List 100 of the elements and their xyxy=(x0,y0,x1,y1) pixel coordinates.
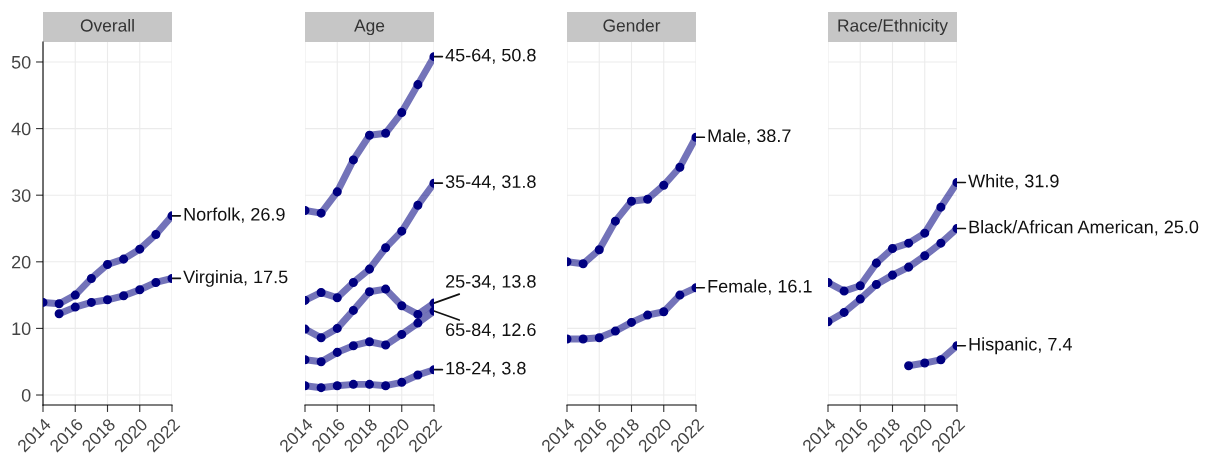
point xyxy=(610,216,620,226)
point xyxy=(904,238,914,248)
text: Female, 16.1 xyxy=(708,279,812,295)
point xyxy=(348,379,358,389)
point xyxy=(332,381,342,391)
point xyxy=(364,264,375,274)
point xyxy=(920,228,930,238)
point xyxy=(594,333,604,343)
point xyxy=(364,379,375,389)
point xyxy=(70,290,80,300)
point xyxy=(871,258,881,268)
point xyxy=(659,180,669,190)
point xyxy=(626,317,637,327)
point xyxy=(381,340,391,350)
point xyxy=(348,341,358,351)
point xyxy=(397,108,407,118)
point xyxy=(86,297,96,307)
point xyxy=(855,281,865,291)
point xyxy=(936,202,946,212)
text: 35-44, 31.8 xyxy=(445,175,536,191)
point xyxy=(316,208,326,218)
point xyxy=(86,273,96,283)
point xyxy=(643,310,653,320)
text: Virginia, 17.5 xyxy=(183,270,288,287)
point xyxy=(594,245,604,255)
point xyxy=(413,309,423,319)
point xyxy=(316,357,326,367)
point xyxy=(316,287,326,297)
point xyxy=(316,333,326,343)
point xyxy=(578,334,588,344)
y-tick-label: 30 xyxy=(11,189,31,202)
point xyxy=(397,226,407,236)
chart-title: Overall xyxy=(80,18,134,32)
y-tick-label: 0 xyxy=(21,388,31,402)
point xyxy=(887,243,898,253)
point xyxy=(135,244,145,254)
point xyxy=(578,259,588,269)
point xyxy=(348,155,358,165)
point xyxy=(381,381,391,391)
point xyxy=(675,162,685,172)
point xyxy=(70,302,80,312)
point xyxy=(151,277,161,287)
text: Male, 38.7 xyxy=(708,128,791,145)
text: 25-34, 13.8 xyxy=(446,274,536,290)
point xyxy=(936,238,946,248)
point xyxy=(54,309,64,319)
point xyxy=(54,299,64,309)
point xyxy=(675,290,685,300)
point xyxy=(855,294,865,304)
point xyxy=(936,355,946,365)
point xyxy=(920,358,930,368)
point xyxy=(413,370,423,380)
point xyxy=(332,187,342,197)
point xyxy=(413,318,423,328)
point xyxy=(102,259,113,269)
point xyxy=(381,284,391,294)
point xyxy=(332,323,342,333)
point xyxy=(135,285,145,295)
point xyxy=(119,291,129,301)
point xyxy=(381,243,391,253)
text: White, 31.9 xyxy=(968,174,1059,190)
point xyxy=(364,287,375,297)
point xyxy=(397,301,407,311)
point xyxy=(381,128,391,138)
point xyxy=(348,277,358,287)
point xyxy=(839,286,849,296)
point xyxy=(119,254,129,264)
point xyxy=(887,270,898,280)
point xyxy=(904,361,914,371)
point xyxy=(151,229,161,240)
text: Hispanic, 7.4 xyxy=(969,337,1072,355)
chart-title: Age xyxy=(354,19,385,36)
point xyxy=(871,279,881,289)
point xyxy=(102,295,113,305)
text: 18-24, 3.8 xyxy=(446,361,526,377)
point xyxy=(364,130,375,140)
chart-title: Race/Ethnicity xyxy=(838,18,948,36)
text: Black/African American, 25.0 xyxy=(969,220,1199,236)
point xyxy=(348,305,358,315)
text: 45-64, 50.8 xyxy=(445,48,536,64)
text: 65-84, 12.6 xyxy=(446,323,536,339)
point xyxy=(397,329,407,339)
point xyxy=(610,326,620,336)
point xyxy=(397,377,407,387)
point xyxy=(332,293,342,303)
point xyxy=(643,194,653,204)
y-tick-label: 20 xyxy=(12,255,31,269)
point xyxy=(659,307,669,317)
y-tick-label: 50 xyxy=(11,55,31,69)
point xyxy=(626,196,637,206)
text: Norfolk, 26.9 xyxy=(184,207,285,223)
point xyxy=(920,251,930,261)
y-tick-label: 10 xyxy=(12,322,31,336)
point xyxy=(364,337,375,347)
point xyxy=(413,200,423,210)
y-tick-label: 40 xyxy=(11,122,31,136)
point xyxy=(904,262,914,272)
point xyxy=(839,307,849,317)
point xyxy=(332,347,342,357)
chart-title: Gender xyxy=(603,18,661,32)
